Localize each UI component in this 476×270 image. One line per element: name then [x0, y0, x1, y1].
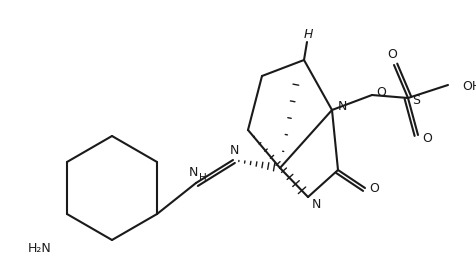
Text: O: O	[369, 183, 379, 195]
Text: OH: OH	[462, 79, 476, 93]
Text: O: O	[376, 86, 386, 99]
Text: H₂N: H₂N	[28, 241, 52, 255]
Text: N: N	[311, 198, 321, 211]
Text: S: S	[412, 94, 420, 107]
Text: O: O	[387, 49, 397, 62]
Text: N: N	[229, 143, 238, 157]
Text: N: N	[337, 100, 347, 113]
Text: O: O	[422, 131, 432, 144]
Text: N: N	[188, 167, 198, 180]
Text: H: H	[199, 173, 207, 183]
Text: H: H	[303, 28, 313, 40]
